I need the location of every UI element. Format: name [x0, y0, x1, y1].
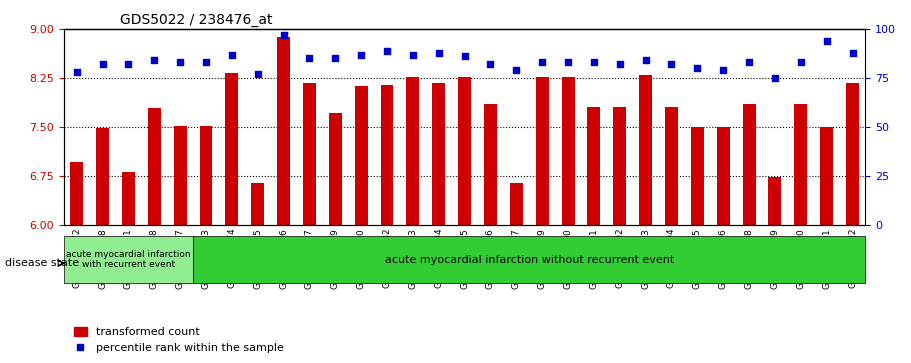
Bar: [354, 86, 368, 225]
Bar: [174, 126, 187, 225]
Legend: transformed count, percentile rank within the sample: transformed count, percentile rank withi…: [69, 322, 288, 358]
Bar: [406, 77, 419, 225]
Bar: [329, 113, 342, 225]
Bar: [613, 107, 626, 225]
Point: [716, 67, 731, 73]
Bar: [122, 172, 135, 225]
Point: [457, 54, 472, 60]
Bar: [277, 37, 290, 225]
Bar: [251, 183, 264, 225]
Point: [561, 60, 576, 65]
Text: GDS5022 / 238476_at: GDS5022 / 238476_at: [120, 13, 272, 26]
Point: [742, 60, 756, 65]
Bar: [769, 178, 782, 225]
Point: [380, 48, 394, 53]
Text: acute myocardial infarction without recurrent event: acute myocardial infarction without recu…: [384, 254, 674, 265]
Point: [96, 61, 110, 67]
Point: [768, 75, 783, 81]
Point: [405, 52, 420, 57]
Bar: [458, 77, 471, 225]
Bar: [561, 77, 575, 225]
Bar: [717, 127, 730, 225]
Bar: [70, 162, 83, 225]
Point: [664, 61, 679, 67]
Bar: [303, 83, 316, 225]
Bar: [665, 107, 678, 225]
FancyBboxPatch shape: [193, 236, 865, 283]
Bar: [381, 85, 394, 225]
Bar: [742, 104, 755, 225]
Bar: [510, 183, 523, 225]
Point: [251, 71, 265, 77]
Point: [819, 38, 834, 44]
Point: [793, 60, 808, 65]
Point: [432, 50, 446, 56]
FancyBboxPatch shape: [64, 236, 193, 283]
Bar: [484, 104, 496, 225]
Bar: [536, 77, 548, 225]
Bar: [96, 128, 109, 225]
Text: disease state: disease state: [5, 258, 78, 268]
Bar: [200, 126, 212, 225]
Point: [639, 57, 653, 63]
Point: [121, 61, 136, 67]
Bar: [691, 127, 704, 225]
Point: [199, 60, 213, 65]
Point: [302, 56, 317, 61]
Point: [535, 60, 549, 65]
Bar: [588, 107, 600, 225]
Point: [353, 52, 368, 57]
Point: [483, 61, 497, 67]
Bar: [640, 75, 652, 225]
Bar: [225, 73, 239, 225]
Point: [276, 32, 291, 38]
Point: [845, 50, 860, 56]
Bar: [794, 104, 807, 225]
Bar: [820, 127, 834, 225]
Point: [587, 60, 601, 65]
Bar: [433, 83, 445, 225]
Point: [69, 69, 84, 75]
Point: [173, 60, 188, 65]
Point: [328, 56, 343, 61]
Point: [147, 57, 161, 63]
Bar: [148, 108, 160, 225]
Point: [690, 65, 704, 71]
Point: [612, 61, 627, 67]
Bar: [846, 83, 859, 225]
Point: [225, 52, 240, 57]
Point: [509, 67, 524, 73]
Text: acute myocardial infarction
with recurrent event: acute myocardial infarction with recurre…: [67, 250, 190, 269]
